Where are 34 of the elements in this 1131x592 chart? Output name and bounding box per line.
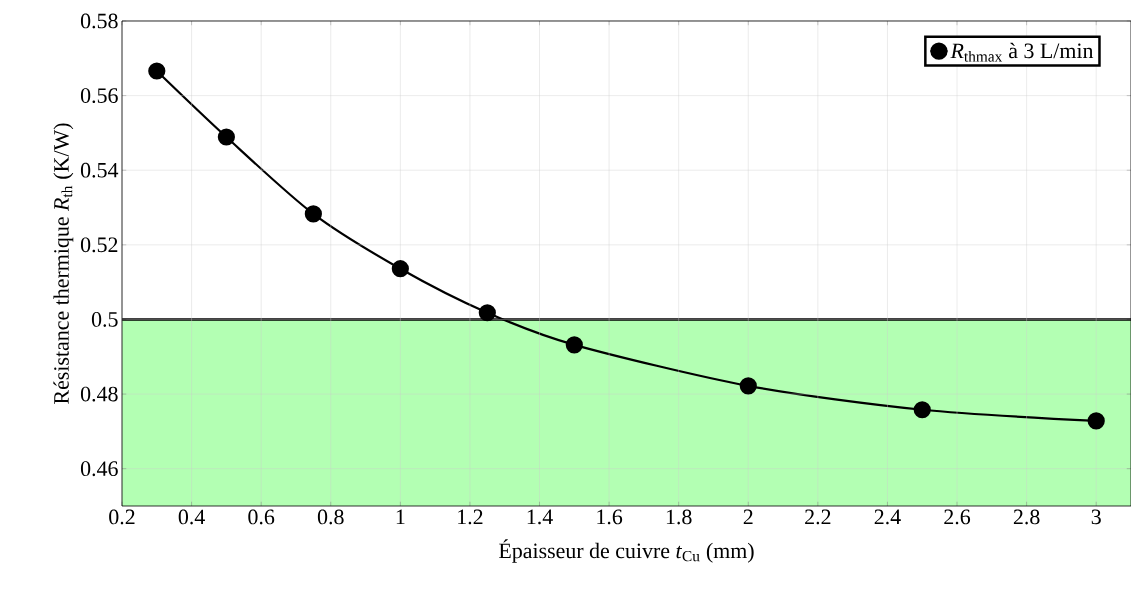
point <box>478 304 496 322</box>
x-tick-label: 2.8 <box>1013 509 1040 525</box>
x-tick-label: 3 <box>1091 509 1101 525</box>
x-tick-label: 0.8 <box>317 509 344 525</box>
y-tick-label: 0.58 <box>80 13 118 29</box>
x-tick-label: 2.2 <box>805 509 831 525</box>
point <box>1087 412 1105 430</box>
point <box>391 260 409 278</box>
y-tick-label: 0.5 <box>91 312 118 327</box>
y-tick-label: 0.46 <box>80 461 118 477</box>
x-axis-title: Épaisseur de cuivre t$_{Cu}$ (mm) <box>499 539 754 563</box>
y-tick-label: 0.52 <box>80 237 118 253</box>
y-axis-title: Résistance thermique R$_{th}$ (K/W) <box>53 123 74 404</box>
x-tick-label: 2 <box>743 509 753 525</box>
y-tick-label: 0.54 <box>80 162 119 178</box>
y-tick-label: 0.48 <box>80 386 118 402</box>
x-tick-label: 0.2 <box>109 509 135 525</box>
point <box>304 205 322 223</box>
point <box>148 62 166 80</box>
y-tick-label: 0.56 <box>80 88 118 104</box>
point <box>913 401 931 419</box>
point <box>217 128 235 146</box>
x-tick-label: 1.2 <box>458 509 483 525</box>
x-tick-label: 1.4 <box>527 509 553 525</box>
x-tick-label: 1.6 <box>597 509 623 525</box>
legend-label: R$_{thmax}$ à 3 L/min <box>950 42 1094 62</box>
x-tick-label: 0.4 <box>178 509 205 525</box>
x-tick-label: 1.8 <box>666 509 692 525</box>
x-tick-label: 1 <box>396 509 405 524</box>
point <box>739 377 757 395</box>
point <box>565 336 583 354</box>
x-tick-label: 2.4 <box>874 509 901 525</box>
x-tick-label: 0.6 <box>248 509 275 525</box>
x-tick-label: 2.6 <box>944 509 971 525</box>
